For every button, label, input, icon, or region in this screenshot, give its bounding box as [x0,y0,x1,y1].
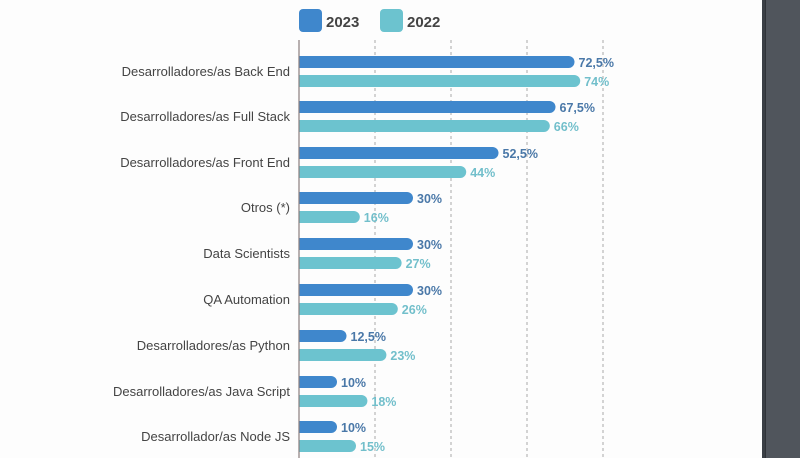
value-label-2022: 66% [554,120,579,134]
value-label-2023: 52,5% [503,147,538,161]
category-label: Desarrolladores/as Back End [122,64,290,79]
bar-2022 [299,75,581,87]
bar-2022 [299,349,387,361]
bar-2023 [299,421,337,433]
value-label-2022: 18% [371,395,396,409]
bar-2022 [299,211,360,223]
value-label-2023: 10% [341,376,366,390]
category-label: Data Scientists [203,246,290,261]
category-labels: Desarrolladores/as Back End Desarrollador… [113,64,291,444]
value-label-2022: 26% [402,303,427,317]
category-label: Otros (*) [241,200,290,215]
bar-2023 [299,330,347,342]
value-label-2023: 10% [341,421,366,435]
bar-chart: 2023 2022 Desarrolladores/as Back EndDesa… [113,9,614,458]
category-label: Desarrolladores/as Python [137,338,290,353]
bar-2023 [299,147,499,159]
bar-2022 [299,166,467,178]
legend: 2023 2022 [299,9,440,32]
side-panel [762,0,800,458]
value-label-2023: 12,5% [351,330,386,344]
bars [299,56,581,452]
category-label: Desarrolladores/as Front End [120,155,290,170]
bar-2023 [299,192,413,204]
value-label-2022: 74% [584,75,609,89]
value-label-2022: 16% [364,211,389,225]
legend-label-2023: 2023 [326,14,359,31]
value-labels: 72,5% 67,5% 52,5% 30% 30% 30% 12,5% 10% 10% 74% 66… [341,56,614,454]
value-label-2023: 67,5% [560,101,595,115]
legend-swatch-2022 [380,9,403,32]
legend-label-2022: 2022 [407,14,440,31]
chart-area: 2023 2022 Desarrolladores/as Back End Desa… [112,9,614,458]
bar-2022 [299,440,356,452]
bar-2023 [299,238,413,250]
panel-edge [765,0,766,458]
value-label-2022: 23% [390,349,415,363]
value-label-2023: 72,5% [579,56,614,70]
bar-2023 [299,284,413,296]
value-label-2023: 30% [417,192,442,206]
bar-2023 [299,376,337,388]
category-label: QA Automation [203,292,290,307]
bar-2023 [299,101,556,113]
category-label: Desarrolladores/as Full Stack [120,109,290,124]
value-label-2022: 27% [406,257,431,271]
bar-2022 [299,257,402,269]
value-label-2023: 30% [417,284,442,298]
category-label: Desarrollador/as Node JS [141,429,290,444]
gridlines [374,40,604,458]
value-label-2023: 30% [417,238,442,252]
bar-2022 [299,120,550,132]
legend-swatch-2023 [299,9,322,32]
bar-2022 [299,395,368,407]
value-label-2022: 44% [470,166,495,180]
category-label: Desarrolladores/as Java Script [113,384,290,399]
bar-2023 [299,56,575,68]
value-label-2022: 15% [360,440,385,454]
bar-2022 [299,303,398,315]
